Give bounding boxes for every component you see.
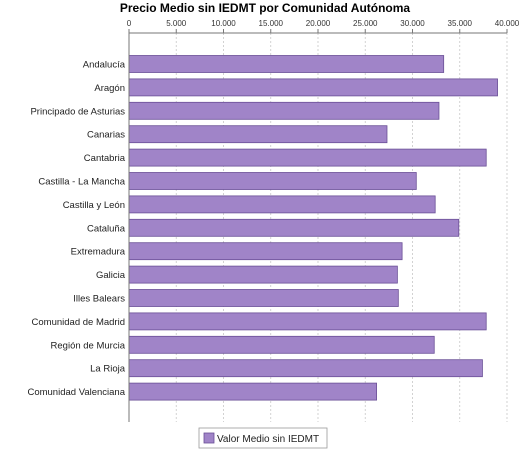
bar	[128, 218, 460, 237]
legend: Valor Medio sin IEDMT	[198, 427, 328, 449]
category-label: Aragón	[94, 83, 125, 94]
bar	[128, 148, 487, 167]
category-label: Cantabria	[84, 153, 126, 164]
bar	[128, 101, 440, 120]
category-label: Región de Murcia	[51, 340, 126, 351]
bar	[128, 125, 388, 144]
legend-swatch	[203, 432, 215, 444]
bar	[128, 195, 436, 214]
legend-label: Valor Medio sin IEDMT	[217, 434, 319, 445]
category-label: Castilla y León	[63, 200, 125, 211]
category-label: La Rioja	[90, 364, 126, 375]
bar	[128, 359, 483, 378]
bar	[128, 265, 398, 284]
bar	[128, 242, 403, 261]
x-tick-label: 5.000	[166, 19, 187, 28]
bar	[128, 78, 498, 97]
category-label: Comunidad de Madrid	[32, 317, 125, 328]
x-tick-label: 0	[127, 19, 132, 28]
chart-bars	[128, 55, 498, 401]
category-labels: Andalucía Aragón Principado de Asturias Can…	[27, 60, 125, 399]
x-axis-ticks: 0 5.000 10.000 15.000 20.000 25.000 30.000 35.0…	[127, 19, 520, 33]
bar	[128, 289, 399, 307]
category-label: Comunidad Valenciana	[27, 387, 125, 398]
category-label: Galicia	[96, 270, 126, 281]
legend-box	[198, 427, 328, 449]
category-label: Castilla - La Mancha	[38, 177, 125, 188]
x-tick-label: 35.000	[448, 19, 473, 28]
x-tick-label: 30.000	[400, 19, 425, 28]
category-label: Extremadura	[71, 247, 126, 258]
x-tick-label: 10.000	[211, 19, 236, 28]
chart-grid	[175, 33, 508, 422]
x-tick-label: 15.000	[259, 19, 284, 28]
category-label: Andalucía	[83, 60, 126, 71]
bar	[128, 335, 435, 354]
bar	[128, 172, 417, 190]
bar	[128, 382, 377, 401]
category-label: Principado de Asturias	[30, 106, 125, 117]
bar	[128, 55, 445, 73]
category-label: Canarias	[87, 130, 125, 141]
x-tick-label: 20.000	[306, 19, 331, 28]
x-tick-label: 40.000	[495, 19, 520, 28]
category-label: Illes Balears	[73, 294, 125, 305]
bar	[128, 312, 487, 331]
category-label: Cataluña	[87, 223, 126, 234]
x-tick-label: 25.000	[353, 19, 378, 28]
chart-title: Precio Medio sin IEDMT por Comunidad Aut…	[120, 1, 411, 15]
